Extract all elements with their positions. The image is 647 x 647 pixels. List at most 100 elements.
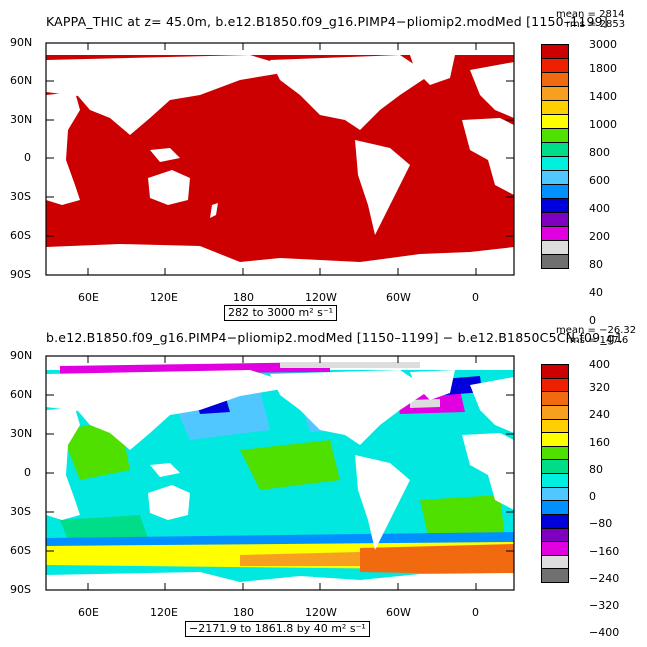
colorbar-swatch xyxy=(541,459,569,474)
colorbar-label: 800 xyxy=(589,145,610,159)
colorbar-swatch xyxy=(541,184,569,199)
panel1-lon-120w: 120W xyxy=(305,291,337,304)
colorbar-label: 3000 xyxy=(589,38,617,51)
panel1-lat-90n: 90N xyxy=(10,36,33,49)
colorbar-label: −160 xyxy=(589,544,620,558)
panel1-lon-120e: 120E xyxy=(150,291,178,304)
colorbar-swatch xyxy=(541,554,569,570)
panel2-polar-arctic xyxy=(46,356,514,370)
colorbar-swatch xyxy=(541,364,569,379)
panel2-field-green-3 xyxy=(420,495,505,545)
panel1-rms: rms = 2853 xyxy=(566,19,626,30)
colorbar-swatch xyxy=(541,226,569,241)
panel1-land-newzealand xyxy=(210,203,218,218)
colorbar-swatch xyxy=(541,513,569,529)
panel2-lat-0: 0 xyxy=(24,466,31,479)
panel1-land-north-america xyxy=(270,55,430,130)
panel2-antarctica xyxy=(46,572,514,590)
colorbar-label: −400 xyxy=(589,626,620,640)
colorbar-swatch xyxy=(541,198,569,213)
colorbar-swatch xyxy=(541,486,569,502)
panel1-lon-60w: 60W xyxy=(386,291,411,304)
panel2-field-blue-1 xyxy=(170,390,270,440)
colorbar-swatch xyxy=(541,44,569,59)
colorbar-swatch xyxy=(541,391,569,406)
panel2-field-orange-band xyxy=(360,544,514,575)
panel2-lat-90n: 90N xyxy=(10,349,33,362)
panel2-lat-30n: 30N xyxy=(10,427,33,440)
panel1-lat-30n: 30N xyxy=(10,113,33,126)
panel1-polar-arctic xyxy=(46,43,514,55)
panel2-land-south-america xyxy=(355,455,410,550)
panel2-land-australia xyxy=(148,485,190,520)
panel1-frame xyxy=(45,42,515,276)
colorbar-label: 0 xyxy=(589,313,596,327)
panel2-land-indonesia xyxy=(150,463,180,477)
panel2-title: b.e12.B1850.f09_g16.PIMP4−pliomip2.modMe… xyxy=(46,330,624,345)
panel1-land-africa xyxy=(46,92,80,205)
panel1-land-west-africa xyxy=(462,118,514,195)
colorbar-label: 160 xyxy=(589,435,610,449)
panel2-land-africa xyxy=(46,408,80,520)
colorbar-label: −80 xyxy=(589,517,613,531)
panel2-field-blue-band xyxy=(46,532,514,546)
panel2-lon-60e: 60E xyxy=(78,606,99,619)
panel2-rms: rms = 147.6 xyxy=(566,335,629,346)
panel2-ocean-field xyxy=(46,356,514,590)
panel2-field-lightorange xyxy=(240,552,360,566)
panel1-colorbar: 3000 1800 1400 1000 800 600 400 200 80 40 0 xyxy=(541,38,641,327)
panel2-field-green-1 xyxy=(60,420,130,480)
panel1-antarctica xyxy=(46,244,514,275)
colorbar-label: 1400 xyxy=(589,89,617,103)
colorbar-swatch xyxy=(541,142,569,157)
panel2-mean: mean = −26.32 xyxy=(556,325,637,336)
colorbar-label: 240 xyxy=(589,408,610,422)
panel2-colorbar: 400 320 240 160 80 0 −80 −160 −240 −320 −400 xyxy=(541,358,641,639)
panel2-lon-120e: 120E xyxy=(150,606,178,619)
panel1-title: KAPPA_THIC at z= 45.0m, b.e12.B1850.f09_… xyxy=(46,14,608,29)
panel1-lat-0: 0 xyxy=(24,151,31,164)
colorbar-swatch xyxy=(541,377,569,393)
panel2-lat-60n: 60N xyxy=(10,388,33,401)
colorbar-swatch xyxy=(541,541,569,556)
colorbar-swatch xyxy=(541,568,569,583)
colorbar-label: 400 xyxy=(589,358,610,371)
colorbar-label: −240 xyxy=(589,571,620,585)
colorbar-swatch xyxy=(541,240,569,255)
panel2-lon-120w: 120W xyxy=(305,606,337,619)
panel2-field-darkblue-2 xyxy=(430,376,482,396)
panel2-lat-90s: 90S xyxy=(10,583,31,596)
panel2-land-north-america xyxy=(270,370,430,445)
panel1-lon-0: 0 xyxy=(472,291,479,304)
panel2-frame xyxy=(45,355,515,591)
panel2-lat-60s: 60S xyxy=(10,544,31,557)
colorbar-swatch xyxy=(541,86,569,101)
colorbar-label: 1800 xyxy=(589,61,617,75)
panel1-land-eurasia xyxy=(46,55,300,135)
panel1-lat-30s: 30S xyxy=(10,190,31,203)
panel2-field-yellow-band xyxy=(46,540,514,570)
panel2-lon-180: 180 xyxy=(233,606,254,619)
panel1-ticks xyxy=(46,42,514,275)
colorbar-label: 600 xyxy=(589,173,610,187)
panel2-lat-30s: 30S xyxy=(10,505,31,518)
panel2-field-darkblue-1 xyxy=(195,395,230,414)
panel2-land-greenland xyxy=(410,370,455,400)
panel1-mean: mean = 2814 xyxy=(556,9,625,20)
panel2-lon-0: 0 xyxy=(472,606,479,619)
colorbar-label: 40 xyxy=(589,285,603,299)
panel1-range-label: 282 to 3000 m² s⁻¹ xyxy=(224,305,338,321)
colorbar-label: 320 xyxy=(589,381,610,395)
panel2-arctic-gray xyxy=(280,362,420,368)
colorbar-swatch xyxy=(541,527,569,543)
colorbar-swatch xyxy=(541,432,569,447)
panel2-land-west-africa xyxy=(462,433,514,510)
colorbar-swatch xyxy=(541,500,569,515)
panel2-arctic-band xyxy=(60,362,330,374)
panel2-field-magenta-1 xyxy=(395,390,465,414)
panel2-field-green-2 xyxy=(240,440,340,490)
panel2-ticks xyxy=(46,356,514,590)
colorbar-label: 1000 xyxy=(589,117,617,131)
panel1-land-south-america xyxy=(355,140,410,235)
colorbar-swatch xyxy=(541,404,569,420)
